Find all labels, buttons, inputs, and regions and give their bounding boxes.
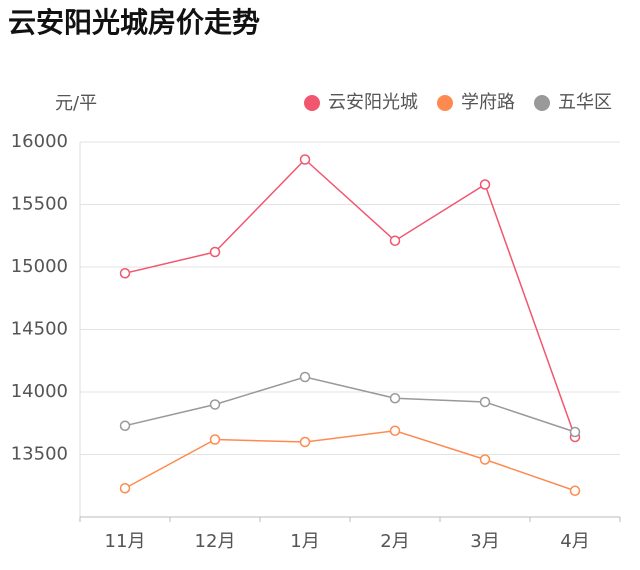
point	[389, 235, 401, 246]
legend-label: 学府路	[461, 92, 515, 113]
x-tick-label: 12月	[195, 531, 236, 552]
point	[479, 396, 491, 408]
point	[479, 179, 491, 190]
point	[299, 371, 311, 383]
x-tick-label: 1月	[290, 531, 319, 552]
point	[569, 485, 581, 496]
point	[389, 393, 401, 404]
y-tick-label: 15000	[11, 256, 68, 277]
point	[209, 246, 221, 258]
line	[124, 158, 576, 438]
y-tick-label: 15500	[11, 194, 68, 215]
point	[119, 483, 131, 494]
y-tick-label: 14000	[11, 381, 68, 402]
legend-marker	[304, 95, 320, 111]
legend-marker	[437, 95, 453, 111]
x-tick-label: 3月	[470, 531, 499, 552]
x-tick-label: 11月	[105, 531, 146, 552]
y-unit: 元/平	[55, 93, 97, 114]
y-tick-label: 13500	[11, 444, 68, 465]
point	[119, 420, 131, 431]
legend-marker	[534, 95, 550, 111]
x-tick-label: 4月	[560, 531, 589, 552]
point	[119, 268, 131, 279]
point	[389, 425, 401, 436]
point	[299, 436, 311, 448]
chart-title: 云安阳光城房价走势	[8, 6, 260, 39]
line	[124, 376, 576, 433]
point	[209, 434, 221, 445]
legend-label: 五华区	[558, 92, 612, 113]
point	[299, 154, 311, 165]
point	[479, 454, 491, 465]
legend-label: 云安阳光城	[328, 92, 418, 113]
line	[124, 429, 576, 492]
y-tick-label: 14500	[11, 319, 68, 340]
point	[569, 426, 581, 438]
point	[209, 399, 221, 410]
y-tick-label: 16000	[11, 131, 68, 152]
x-tick-label: 2月	[380, 531, 409, 552]
